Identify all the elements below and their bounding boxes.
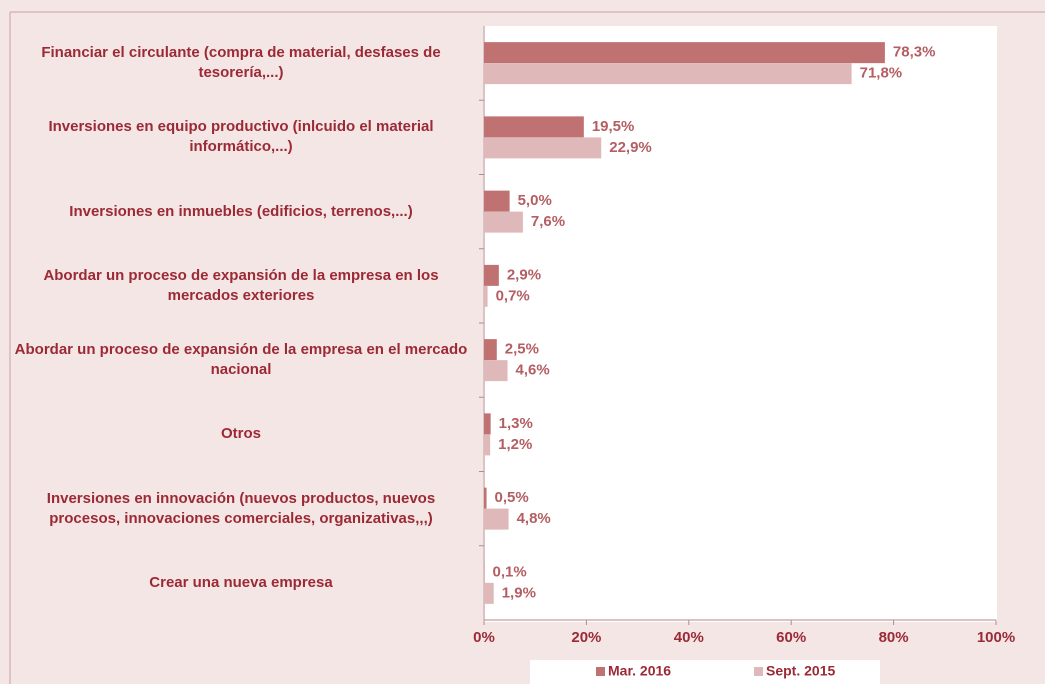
bar xyxy=(484,137,602,159)
value-label: 7,6% xyxy=(531,213,565,230)
value-label: 71,8% xyxy=(860,65,903,82)
x-tick-label: 20% xyxy=(571,629,601,646)
bar xyxy=(484,190,510,212)
category-label: Inversiones en inmuebles (edificios, ter… xyxy=(69,202,413,220)
value-label: 0,7% xyxy=(496,287,530,304)
category-label: Otros xyxy=(220,425,261,443)
bar xyxy=(484,339,497,361)
plot-area xyxy=(483,26,997,622)
category-label: Inversiones en innovación (nuevos produc… xyxy=(46,489,436,527)
legend-label: Sept. 2015 xyxy=(766,663,835,679)
value-label: 5,0% xyxy=(518,192,552,209)
bar xyxy=(484,508,509,530)
legend-label: Mar. 2016 xyxy=(608,663,671,679)
category-label: Crear una nueva empresa xyxy=(149,573,333,591)
value-label: 0,5% xyxy=(495,489,529,506)
legend-box xyxy=(530,660,880,684)
value-label: 0,1% xyxy=(493,563,527,580)
bar xyxy=(484,561,485,583)
legend-swatch xyxy=(754,667,763,676)
bar xyxy=(484,264,499,286)
value-label: 2,5% xyxy=(505,341,539,358)
value-label: 4,8% xyxy=(517,510,551,527)
bar xyxy=(484,116,584,138)
bar xyxy=(484,42,885,64)
value-label: 78,3% xyxy=(893,44,936,61)
bar xyxy=(484,63,852,85)
bar xyxy=(484,360,508,382)
x-tick-label: 0% xyxy=(473,629,495,646)
legend-swatch xyxy=(596,667,605,676)
bar xyxy=(484,487,487,509)
value-label: 22,9% xyxy=(609,139,652,156)
x-tick-label: 100% xyxy=(977,629,1015,646)
category-label: Inversiones en equipo productivo (inlcui… xyxy=(48,118,434,156)
value-label: 4,6% xyxy=(516,362,550,379)
value-label: 2,9% xyxy=(507,266,541,283)
x-tick-label: 40% xyxy=(674,629,704,646)
bar xyxy=(484,582,494,604)
value-label: 19,5% xyxy=(592,118,635,135)
value-label: 1,2% xyxy=(498,436,532,453)
bar xyxy=(484,434,491,456)
value-label: 1,3% xyxy=(499,415,533,432)
value-label: 1,9% xyxy=(502,584,536,601)
x-tick-label: 60% xyxy=(776,629,806,646)
category-label: Abordar un proceso de expansión de la em… xyxy=(14,341,468,379)
category-label: Financiar el circulante (compra de mater… xyxy=(41,44,441,82)
category-label: Abordar un proceso de expansión de la em… xyxy=(43,266,439,304)
x-tick-label: 80% xyxy=(879,629,909,646)
bar xyxy=(484,285,488,307)
bar xyxy=(484,413,491,435)
bar xyxy=(484,211,523,233)
